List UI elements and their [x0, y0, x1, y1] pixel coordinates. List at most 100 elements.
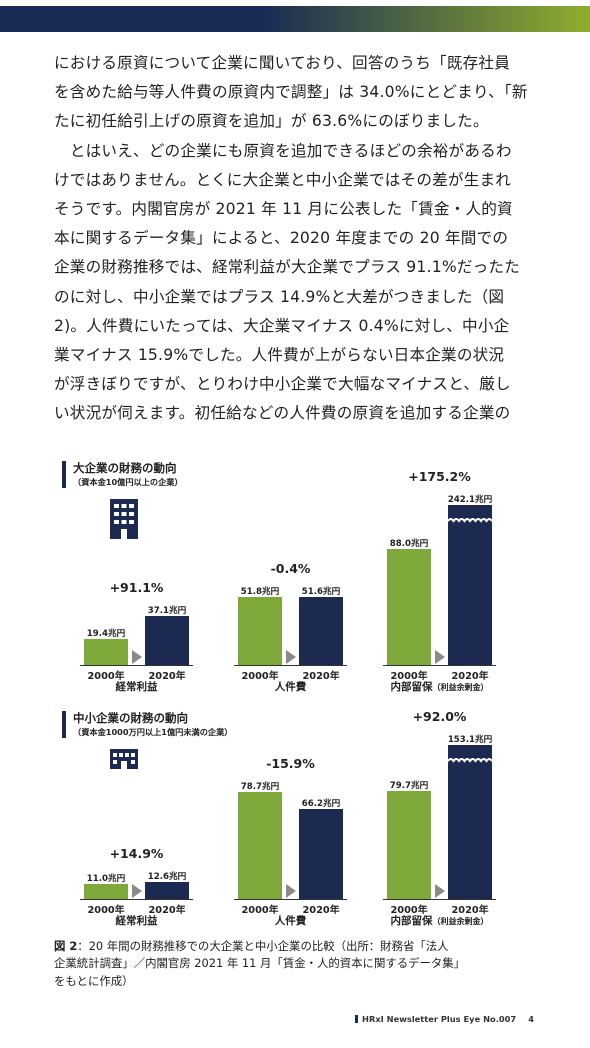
caption-line: をもとに作成） [54, 973, 134, 988]
change-percent: +14.9% [109, 845, 164, 861]
change-arrow [132, 884, 142, 898]
chart-subtitle: （資本金10億円以上の企業） [73, 477, 183, 487]
metric-label: 内部留保（利益余剰金） [391, 679, 489, 694]
chart-subtitle: （資本金1000万円以上1億円未満の企業） [73, 727, 233, 737]
paragraph-line: い状況が伺えます。初任給などの人件費の原資を追加する企業の [54, 404, 511, 423]
year-label: 2020年 [302, 671, 340, 682]
bar-value-label: 242.1兆円 [447, 495, 493, 505]
year-label: 2000年 [241, 905, 279, 916]
bar-2020 [145, 881, 189, 899]
metric-note: （利益余剰金） [432, 917, 489, 926]
paragraph-line: 2)。人件費にいたっては、大企業マイナス 0.4%に対し、中小企 [54, 316, 510, 335]
publication-name: HRxI Newsletter Plus Eye No.007 [362, 1014, 517, 1024]
bar-2020 [448, 745, 492, 899]
bar-value-label: 79.7兆円 [389, 780, 429, 791]
axis-break-mark [448, 758, 492, 763]
metric-label: 人件費 [275, 679, 307, 694]
bar-2020 [145, 616, 189, 665]
change-arrow [286, 650, 296, 664]
bar-value-label: 11.0兆円 [86, 874, 126, 885]
year-label: 2000年 [87, 905, 125, 916]
caption-line: 企業統計調査」／内閣官房 2021 年 11 月「賃金・人的資本に関するデータ集… [54, 956, 466, 971]
metric-name: 人件費 [274, 681, 307, 693]
chart-title: 大企業の財務の動向 [73, 461, 177, 475]
bar-value-label: 66.2兆円 [301, 798, 341, 809]
paragraph-line: における原資について企業に聞いており、回答のうち「既存社員 [54, 54, 510, 72]
year-label: 2000年 [390, 671, 428, 682]
figure-caption: 図 2：20 年間の財務推移での大企業と中小企業の比較（出所：財務省「法人 企業… [54, 938, 544, 990]
change-percent: +175.2% [408, 469, 471, 484]
baseline [80, 899, 193, 900]
year-label: 2000年 [390, 905, 428, 916]
year-label: 2020年 [148, 905, 186, 916]
paragraph-line: 本に関するデータ集」によると、2020 年度までの 20 年間での [54, 229, 509, 248]
bar-value-label: 51.8兆円 [240, 586, 280, 597]
bar-2000 [387, 790, 431, 899]
header-band [0, 6, 590, 32]
bar-value-label: 37.1兆円 [147, 606, 187, 617]
bar-2020 [299, 596, 343, 665]
footer-mark [355, 1015, 358, 1023]
bar-value-label: 153.1兆円 [447, 735, 493, 745]
metric-label: 経常利益 [116, 913, 158, 928]
metric-label: 経常利益 [116, 679, 158, 694]
baseline [234, 665, 347, 666]
paragraph-line: たに初任給引上げの原資を追加」が 63.6%にのぼりました。 [54, 112, 489, 131]
year-label: 2020年 [451, 905, 489, 916]
year-label: 2000年 [87, 671, 125, 682]
bar-value-label: 78.7兆円 [240, 781, 280, 792]
year-label: 2020年 [451, 671, 489, 682]
change-arrow [132, 650, 142, 664]
sme-heading: 中小企業の財務の動向 （資本金1000万円以上1億円未満の企業） [62, 711, 233, 738]
baseline [383, 665, 496, 666]
metric-name: 人件費 [274, 915, 307, 927]
baseline [383, 899, 496, 900]
page-footer: HRxI Newsletter Plus Eye No.007 4 [355, 1014, 534, 1024]
change-percent: -15.9% [266, 755, 315, 771]
sme-chart: 中小企業の財務の動向 （資本金1000万円以上1億円未満の企業） 11.0兆円 2… [62, 709, 522, 933]
change-percent: +92.0% [412, 709, 467, 724]
bar-2020 [299, 808, 343, 899]
body-paragraph: における原資について企業に聞いており、回答のうち「既存社員 を含めた給与等人件費の… [54, 49, 544, 428]
metric-note: （利益余剰金） [432, 683, 489, 692]
paragraph-line: を含めた給与等人件費の原資内で調整」は 34.0%にとどまり、「新 [54, 83, 528, 102]
paragraph-line: 業マイナス 15.9%でした。人件費が上がらない日本企業の状況 [54, 345, 505, 364]
bar-2000 [387, 548, 431, 665]
bar-2000 [84, 884, 128, 899]
bar-value-label: 51.6兆円 [301, 586, 341, 597]
baseline [234, 899, 347, 900]
metric-name: 経常利益 [115, 915, 158, 927]
paragraph-line: が浮きぼりですが、とりわけ中小企業で大幅なマイナスと、厳し [54, 375, 511, 394]
year-label: 2020年 [148, 671, 186, 682]
paragraph-line: けではありません。とくに大企業と中小企業ではその差が生まれ [54, 170, 512, 189]
caption-line: 図 2：20 年間の財務推移での大企業と中小企業の比較（出所：財務省「法人 [54, 939, 449, 953]
page-number: 4 [528, 1014, 534, 1024]
paragraph-line: とはいえ、どの企業にも原資を追加できるほどの余裕があるわ [54, 141, 512, 160]
metric-label: 内部留保（利益余剰金） [391, 913, 489, 928]
bar-value-label: 12.6兆円 [147, 871, 187, 882]
chart-title: 中小企業の財務の動向 [73, 711, 188, 725]
change-percent: +91.1% [109, 580, 164, 596]
bar-2020 [448, 505, 492, 665]
metric-name: 内部留保 [390, 915, 433, 927]
change-arrow [435, 650, 445, 664]
year-label: 2000年 [241, 671, 279, 682]
change-percent: -0.4% [270, 560, 311, 576]
office-building-icon [110, 499, 138, 539]
small-building-icon [110, 749, 138, 769]
paragraph-line: のに対し、中小企業ではプラス 14.9%と大差がつきました（図 [54, 287, 505, 306]
change-arrow [286, 884, 296, 898]
large-enterprise-chart: 大企業の財務の動向 （資本金10億円以上の企業） 19.4兆円 2000年 37.1… [62, 461, 522, 701]
paragraph-line: 企業の財務推移では、経常利益が大企業でプラス 91.1%だったた [54, 258, 521, 277]
bar-value-label: 88.0兆円 [389, 538, 429, 549]
bar-2000 [238, 596, 282, 665]
metric-name: 内部留保 [390, 681, 433, 693]
axis-break-mark [448, 518, 492, 523]
metric-label: 人件費 [275, 913, 307, 928]
change-arrow [435, 884, 445, 898]
metric-name: 経常利益 [115, 681, 158, 693]
paragraph-line: そうです。内閣官房が 2021 年 11 月に公表した「賃金・人的資 [54, 199, 513, 218]
bar-2000 [238, 791, 282, 899]
bar-2000 [84, 639, 128, 665]
large-enterprise-heading: 大企業の財務の動向 （資本金10億円以上の企業） [62, 461, 183, 488]
